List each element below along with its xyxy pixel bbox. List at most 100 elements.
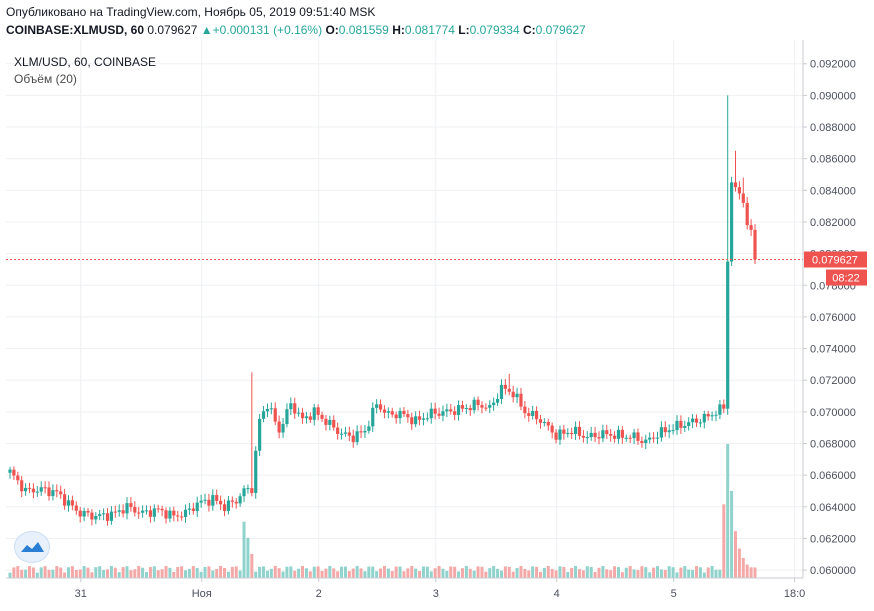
candle-body (433, 408, 437, 414)
price-change: +0.000131 (+0.16%) (212, 23, 323, 37)
volume-bar (180, 566, 184, 578)
candle-body (343, 432, 348, 434)
volume-bar (12, 567, 16, 578)
candle-body (694, 418, 699, 423)
volume-bar (418, 570, 422, 578)
candle-body (187, 508, 192, 510)
tradingview-logo-icon[interactable] (14, 531, 50, 563)
volume-bar (683, 566, 687, 578)
volume-bar (550, 569, 554, 578)
volume-bar (28, 566, 32, 578)
candle-body (254, 450, 258, 494)
volume-bar (98, 566, 102, 578)
volume-bar (347, 571, 351, 578)
candle-body (573, 426, 578, 434)
x-tick-label: 4 (554, 588, 560, 600)
candle-body (581, 435, 585, 438)
candle-body (733, 182, 738, 188)
x-tick-label: 5 (671, 588, 677, 600)
volume-bar (523, 568, 527, 578)
candle-body (648, 437, 652, 440)
volume-bar (234, 566, 238, 578)
candle-body (464, 408, 468, 410)
volume-bar (351, 568, 355, 578)
candle-body (687, 422, 691, 427)
candle-body (66, 500, 71, 506)
volume-bar (499, 570, 503, 578)
volume-bar (191, 565, 195, 578)
candle-body (285, 409, 289, 425)
y-tick-label: 0.082000 (810, 217, 856, 229)
candle-body (117, 510, 121, 512)
volume-bar (453, 566, 457, 578)
symbol-quote-line: COINBASE:XLMUSD, 60 0.079627 ▲+0.000131 … (6, 21, 866, 39)
candle-body (109, 511, 114, 521)
volume-bar (710, 566, 714, 578)
candle-body (293, 403, 297, 414)
volume-bar (152, 566, 156, 578)
candle-body (585, 437, 589, 439)
volume-bar (328, 565, 332, 578)
volume-bar (176, 566, 180, 578)
candle-body (226, 500, 231, 511)
candle-body (347, 432, 351, 436)
volume-bar (613, 566, 617, 578)
volume-bar (687, 569, 691, 578)
volume-bar (262, 566, 266, 578)
candle-body (336, 427, 340, 434)
candle-body (70, 500, 75, 506)
candle-body (316, 407, 320, 415)
close-label: C: (523, 23, 536, 37)
candle-body (289, 403, 293, 410)
candle-body (417, 416, 422, 420)
candle-body (133, 506, 137, 513)
open-value: 0.081559 (338, 23, 389, 37)
candle-body (726, 261, 730, 409)
candle-body (632, 432, 636, 439)
candle-body (94, 515, 98, 520)
volume-bar (437, 565, 441, 578)
volume-bar (406, 568, 410, 578)
volume-bar (94, 567, 98, 578)
volume-bar (531, 566, 535, 578)
volume-bar (667, 566, 671, 578)
candle-body (230, 500, 234, 502)
volume-bar (562, 566, 566, 578)
candle-body (269, 408, 273, 410)
symbol-label: COINBASE:XLMUSD, 60 (6, 23, 145, 37)
candle-body (367, 426, 371, 431)
candle-body (675, 420, 679, 431)
volume-bar (195, 567, 199, 578)
volume-bar (421, 566, 425, 578)
volume-bar (223, 567, 227, 578)
candle-body (612, 435, 617, 439)
legend-volume: Объём (20) (14, 72, 77, 86)
volume-bar (386, 568, 390, 578)
x-tick-label: 2 (316, 588, 322, 600)
candle-body (105, 513, 110, 521)
candle-body (644, 439, 648, 444)
volume-bar (304, 568, 308, 578)
volume-bar (109, 566, 113, 578)
volume-bar (316, 566, 320, 578)
candle-body (609, 434, 613, 436)
volume-bar (402, 571, 406, 578)
candle-body (706, 413, 710, 417)
candle-body (20, 480, 24, 492)
candle-body (141, 510, 145, 513)
volume-bar (632, 569, 636, 578)
time-axis: 31 Ноя 2 3 4 5 18:0 (75, 578, 805, 600)
volume-bar (70, 566, 74, 578)
volume-bar (733, 531, 737, 578)
legend-title: XLM/USD, 60, COINBASE (14, 55, 157, 69)
candle-body (207, 499, 211, 506)
volume-bar (702, 572, 706, 578)
candle-body (698, 422, 702, 424)
volume-bar (363, 571, 367, 578)
volume-bar (277, 568, 281, 578)
candle-body (546, 422, 550, 426)
candle-body (690, 418, 695, 423)
candle-body (121, 510, 125, 514)
volume-bar (488, 568, 492, 578)
